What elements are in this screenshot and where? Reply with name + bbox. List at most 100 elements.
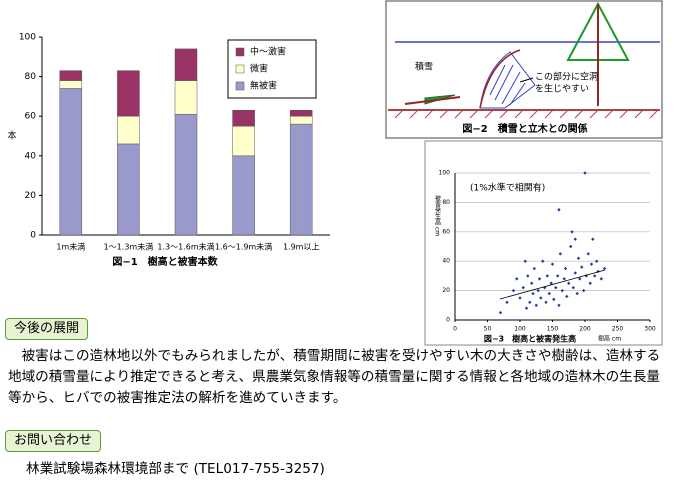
- point: [589, 262, 594, 266]
- y-tick-label: 20: [25, 191, 37, 201]
- point: [557, 208, 561, 212]
- y-tick-label: 40: [442, 258, 450, 265]
- bar-segment: [289, 110, 313, 117]
- section-heading: お問い合わせ: [5, 430, 102, 452]
- x-tick-label: 1～1.3m未満: [104, 242, 154, 252]
- legend-label: 無被害: [250, 80, 277, 92]
- point: [537, 277, 542, 281]
- figure2-frame: [385, 0, 663, 139]
- section-text: 被害はこの造林地以外でもみられましたが、積雪期間に被害を受けやすい木の大きさや樹…: [8, 348, 661, 406]
- note: を生じやすい: [535, 83, 589, 95]
- figure3-frame: [424, 140, 663, 346]
- point: [575, 291, 579, 296]
- bar-segment: [117, 115, 140, 145]
- point: [530, 281, 534, 285]
- point: [599, 277, 603, 281]
- point: [562, 277, 566, 281]
- bar-segment: [174, 48, 198, 81]
- y-tick-label: 0: [446, 317, 450, 324]
- annotation: (1%水準で相関有): [470, 182, 545, 194]
- point: [558, 252, 562, 256]
- point: [567, 281, 571, 285]
- legend-swatch: [235, 81, 245, 91]
- y-tick-label: 20: [442, 287, 450, 294]
- point: [515, 277, 519, 281]
- figure-title: 図−3 樹高と被害発生高: [484, 334, 576, 344]
- point: [588, 281, 592, 285]
- point: [534, 303, 538, 307]
- point: [544, 300, 548, 305]
- point: [526, 274, 530, 278]
- point: [552, 297, 556, 302]
- point: [593, 274, 597, 278]
- arrow: [519, 77, 534, 83]
- point: [573, 237, 577, 241]
- point: [531, 291, 535, 296]
- point: [571, 285, 575, 290]
- x-tick-label: 50: [484, 326, 492, 333]
- x-tick-label: 1.3～1.6m未満: [157, 242, 214, 252]
- x-tick-label: 1.9m以上: [283, 243, 320, 252]
- section-text: 林業試験場森林環境部まで (TEL017-755-3257): [26, 461, 325, 477]
- y-axis-label: 本: [7, 130, 16, 142]
- point: [541, 259, 545, 263]
- figure-title: 図−1 樹高と被害本数: [112, 255, 218, 268]
- cavity-hatch: [489, 64, 526, 106]
- bar-segment: [232, 125, 255, 157]
- x-tick-label: 100: [514, 326, 526, 333]
- bar-segment: [59, 70, 83, 81]
- figure-title: 図−2 積雪と立木との関係: [462, 122, 587, 135]
- point: [595, 259, 599, 263]
- y-tick-label: 100: [19, 33, 36, 43]
- x-tick-label: 150: [547, 326, 559, 333]
- point: [550, 262, 555, 266]
- point: [545, 274, 549, 278]
- point: [524, 306, 529, 310]
- point: [528, 300, 532, 305]
- point: [532, 266, 536, 271]
- bent-trunk: [479, 49, 521, 109]
- x-tick-label: 1m未満: [56, 242, 85, 252]
- point: [511, 288, 516, 293]
- bar-segment: [232, 155, 255, 236]
- x-axis-label: 樹高 cm: [598, 335, 621, 343]
- lying-trunk: [404, 96, 461, 105]
- point: [547, 291, 551, 296]
- point: [573, 271, 577, 275]
- bar-segment: [117, 70, 140, 117]
- bar-segment: [289, 123, 313, 236]
- y-tick-label: 60: [442, 228, 450, 235]
- point: [518, 296, 522, 300]
- x-tick-label: 250: [612, 326, 624, 333]
- x-tick-label: 300: [644, 326, 656, 333]
- y-tick-label: 40: [25, 151, 37, 161]
- bar-segment: [174, 113, 198, 236]
- y-tick-label: 80: [442, 199, 450, 206]
- point: [576, 256, 581, 260]
- trend-line: [499, 269, 606, 300]
- point: [554, 285, 558, 290]
- legend-label: 微害: [250, 63, 268, 75]
- y-tick-label: 0: [30, 231, 36, 241]
- bar-segment: [117, 143, 140, 236]
- legend-swatch: [235, 47, 245, 57]
- point: [580, 265, 584, 269]
- legend-swatch: [235, 64, 245, 74]
- point: [521, 285, 525, 290]
- point: [565, 294, 569, 299]
- point: [556, 274, 560, 278]
- point: [536, 288, 540, 293]
- y-tick-label: 60: [25, 112, 37, 122]
- point: [560, 288, 564, 293]
- point: [505, 300, 509, 305]
- point: [570, 230, 574, 234]
- point: [557, 303, 561, 307]
- bar-segment: [289, 115, 313, 125]
- x-tick-label: 1.6～1.9m未満: [215, 242, 272, 252]
- point: [569, 244, 573, 249]
- point: [582, 288, 586, 293]
- note: この部分に空洞: [535, 71, 598, 83]
- bar-segment: [59, 88, 83, 236]
- point: [498, 310, 503, 315]
